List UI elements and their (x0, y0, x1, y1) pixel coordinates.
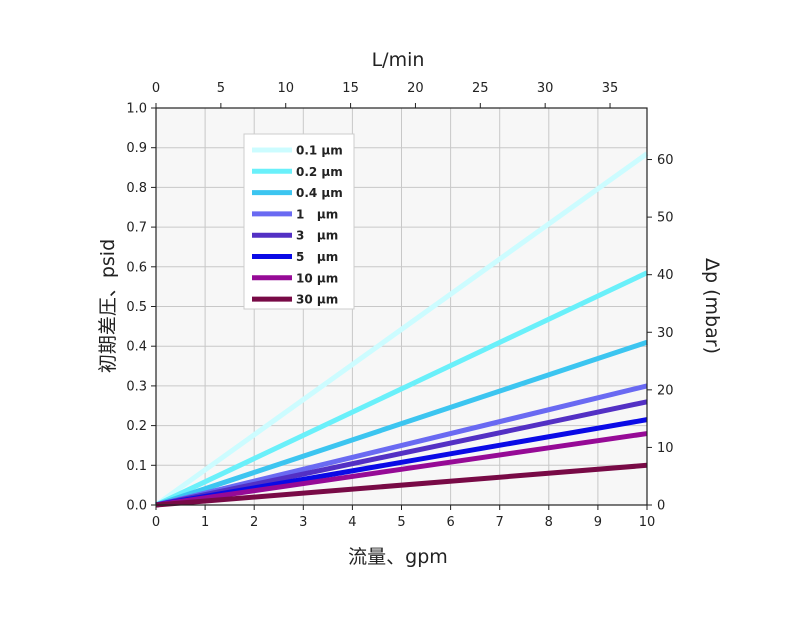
legend-label: 0.2 µm (296, 165, 343, 179)
axis-ticks: 0 1 2 3 4 5 6 7 8 9 10 0.0 0.1 0.2 0.3 0.4 0.5 0.6 0.7 0.8 0… (126, 81, 673, 530)
y-axis-title: 初期差圧、psid (97, 239, 119, 373)
x2-tick-label: 30 (537, 81, 554, 96)
x-tick-label: 9 (594, 515, 602, 530)
legend-label: 10 µm (296, 271, 338, 285)
y-tick-label: 0.0 (126, 499, 147, 514)
legend-label: 30 µm (296, 293, 338, 307)
x2-tick-label: 25 (472, 81, 489, 96)
y2-axis-title: Δp (mbar) (701, 258, 723, 354)
x2-tick-label: 20 (407, 81, 424, 96)
x2-axis-title: L/min (372, 49, 425, 71)
legend-label: 0.4 µm (296, 186, 343, 200)
y2-tick-label: 60 (657, 153, 674, 168)
y-tick-label: 0.2 (126, 419, 147, 434)
y-tick-label: 0.3 (126, 379, 147, 394)
y2-tick-label: 50 (657, 211, 674, 226)
x2-tick-label: 0 (152, 81, 160, 96)
y-tick-label: 0.4 (126, 340, 147, 355)
x-tick-label: 3 (299, 515, 307, 530)
series-line (155, 339, 648, 508)
y2-tick-label: 40 (657, 268, 674, 283)
x-tick-label: 10 (639, 515, 656, 530)
y2-tick-label: 30 (657, 326, 674, 341)
x2-tick-label: 10 (277, 81, 294, 96)
x-tick-label: 5 (397, 515, 405, 530)
x2-tick-label: 35 (602, 81, 619, 96)
series-line (154, 151, 649, 508)
series-line (155, 399, 648, 508)
series-line (154, 270, 649, 508)
legend-label: 0.1 µm (296, 144, 343, 158)
legend: 0.1 µm 0.2 µm 0.4 µm 1 µm 3 µm 5 µm 10 µm 30 µm (243, 133, 355, 310)
y2-tick-label: 0 (657, 499, 665, 514)
legend-label: 1 µm (296, 207, 338, 221)
y-tick-label: 0.9 (126, 141, 147, 156)
x-tick-label: 7 (496, 515, 504, 530)
x-axis-title: 流量、gpm (348, 546, 448, 568)
legend-label: 3 µm (296, 229, 338, 243)
y-tick-label: 0.1 (126, 459, 147, 474)
x-tick-label: 1 (201, 515, 209, 530)
y2-tick-label: 20 (657, 383, 674, 398)
y-tick-label: 0.7 (126, 221, 147, 236)
x-tick-label: 4 (348, 515, 356, 530)
y-tick-label: 0.5 (126, 300, 147, 315)
y-tick-label: 1.0 (126, 102, 147, 117)
x-tick-label: 2 (250, 515, 258, 530)
x2-tick-label: 5 (217, 81, 225, 96)
x-tick-label: 8 (545, 515, 553, 530)
y-tick-label: 0.8 (126, 181, 147, 196)
series-line (155, 383, 648, 508)
x2-tick-label: 15 (342, 81, 359, 96)
series-line (155, 462, 648, 508)
series-line (155, 431, 648, 508)
legend-label: 5 µm (296, 250, 338, 264)
series-lines (154, 151, 649, 508)
y2-tick-label: 10 (657, 441, 674, 456)
x-tick-label: 6 (446, 515, 454, 530)
x-tick-label: 0 (152, 515, 160, 530)
y-tick-label: 0.6 (126, 260, 147, 275)
